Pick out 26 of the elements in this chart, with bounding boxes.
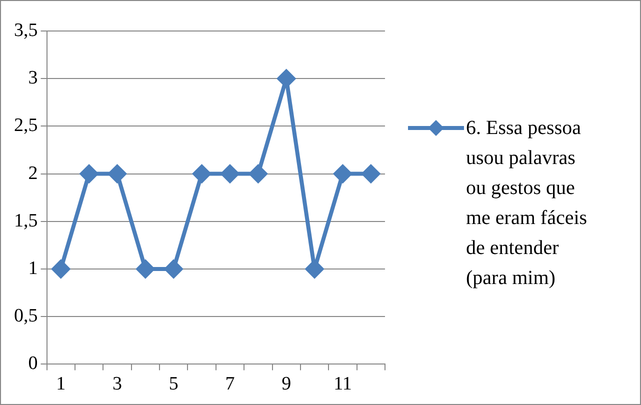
point (220, 164, 239, 183)
point (80, 164, 98, 183)
y-tick-label: 2 (28, 162, 38, 184)
legend-label: 6. Essa pessoa usou palavras ou gestos que me eram fáceis de entender (para mim) (466, 116, 588, 290)
point (52, 260, 70, 278)
x-tick-label: 5 (168, 374, 178, 395)
point (306, 260, 324, 278)
point (362, 164, 380, 183)
point (108, 164, 126, 183)
y-tick-label: 1,5 (14, 210, 38, 232)
x-tick-label: 7 (225, 374, 235, 395)
point (249, 164, 268, 183)
point (164, 260, 183, 278)
point (334, 164, 352, 183)
y-tick-label: 0,5 (14, 306, 38, 327)
x-tick-label: 9 (282, 374, 292, 395)
y-tick-label: 3,5 (14, 20, 38, 41)
point (192, 164, 211, 183)
point (136, 260, 154, 278)
x-tick-label: 1 (56, 374, 66, 395)
y-tick-label: 2,5 (14, 115, 38, 136)
y-tick-label: 0 (28, 353, 38, 374)
x-tick-label: 11 (334, 374, 352, 395)
y-tick-label: 3 (28, 68, 38, 89)
y-tick-label: 1 (28, 258, 38, 279)
x-tick-label: 3 (112, 374, 122, 395)
